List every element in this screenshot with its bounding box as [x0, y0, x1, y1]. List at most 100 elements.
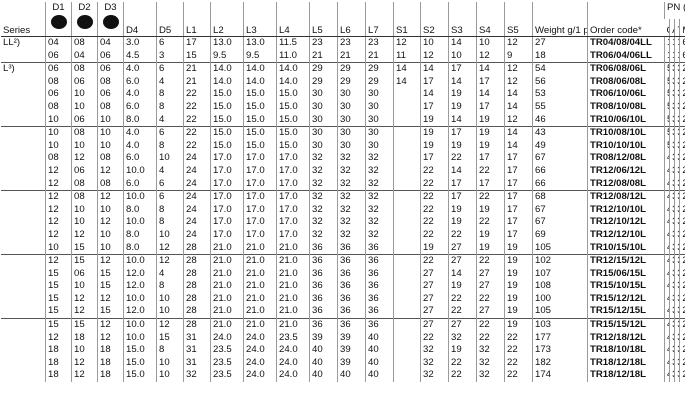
column-header: L7 — [365, 2, 394, 37]
cell: 400 — [663, 369, 670, 383]
column-header: D4 — [123, 2, 157, 37]
cell: 19 — [476, 139, 505, 153]
table-row: 08 10 08 6.0 8 22 15.0 15.0 15.0 30 30 30 17 19 17 14 55… — [1, 100, 685, 114]
cell: 400 — [663, 152, 670, 165]
cell — [393, 190, 421, 204]
cell: 17 — [476, 100, 505, 114]
cell: 04 — [45, 35, 72, 50]
cell: 32 — [337, 190, 366, 204]
cell: 08 — [97, 100, 124, 114]
cell: 103 — [532, 318, 588, 332]
cell: 400 — [663, 344, 670, 357]
cell: 32 — [337, 177, 366, 191]
cell: 22 — [183, 139, 211, 153]
series-cell — [1, 293, 46, 306]
cell: 63 — [679, 49, 685, 63]
cell: 17.0 — [276, 203, 310, 217]
cell: 30 — [309, 126, 338, 140]
cell: 14 — [393, 62, 421, 76]
cell: 200 — [679, 216, 685, 229]
cell: 12 — [71, 356, 98, 370]
cell: 32 — [365, 177, 394, 191]
cell: 102 — [532, 254, 588, 268]
cell: 14.0 — [243, 62, 277, 76]
cell: 17 — [448, 190, 477, 204]
cell: 32 — [337, 228, 366, 242]
cell: 36 — [365, 267, 394, 281]
cell: 10 — [71, 100, 98, 114]
cell: 17 — [504, 190, 533, 204]
cell: 315 — [669, 177, 675, 191]
cell: 21 — [183, 62, 211, 76]
table-row: L³) 06 08 06 4.0 6 21 14.0 14.0 14.0 29 29 29 14 14 17 1… — [1, 62, 685, 76]
cell: 10 — [45, 241, 72, 255]
cell: 105 — [532, 241, 588, 255]
cell: 30 — [365, 139, 394, 153]
cell: 15.0 — [210, 100, 244, 114]
cell: 8.0 — [123, 203, 157, 217]
cell: 200 — [679, 75, 685, 89]
cell: 32 — [420, 356, 449, 370]
cell: 22 — [448, 356, 477, 370]
cell: 200 — [679, 267, 685, 281]
cell: 315 — [669, 241, 675, 255]
cell: 24 — [183, 203, 211, 217]
cell: 6.0 — [123, 75, 157, 89]
cell: 36 — [309, 254, 338, 268]
table-row: 08 06 08 6.0 4 21 14.0 14.0 14.0 29 29 29 14 17 14 17 12… — [1, 75, 685, 89]
cell — [393, 177, 421, 191]
cell: 400 — [663, 241, 670, 255]
cell: 22 — [504, 369, 533, 383]
cell: 12 — [71, 292, 98, 306]
cell: 12 — [45, 177, 72, 191]
series-cell — [1, 114, 46, 127]
cell: 21.0 — [276, 254, 310, 268]
cell: 105 — [532, 305, 588, 319]
cell: 21 — [365, 49, 394, 63]
cell: 36 — [337, 254, 366, 268]
cell — [393, 100, 421, 114]
cell: 06 — [45, 88, 72, 101]
cell: 30 — [337, 139, 366, 153]
cell: 14 — [476, 88, 505, 101]
cell: 40 — [365, 356, 394, 370]
cell: 14 — [504, 100, 533, 114]
cell: 100 — [663, 35, 670, 50]
cell: 15 — [156, 331, 184, 345]
cell: 08 — [97, 177, 124, 191]
cell: 4.0 — [123, 88, 157, 101]
cell: 36 — [337, 292, 366, 306]
cell: 24.0 — [243, 331, 277, 345]
cell: 12 — [97, 190, 124, 204]
cell: 36 — [337, 318, 366, 332]
series-cell — [1, 357, 46, 370]
cell: 315 — [669, 62, 675, 76]
cell: 12 — [476, 49, 505, 63]
cell: 24 — [183, 164, 211, 178]
cell: 18 — [71, 331, 98, 345]
cell: 17.0 — [210, 152, 244, 165]
cell: 11.5 — [276, 35, 310, 50]
cell: 315 — [669, 216, 675, 229]
cell: 200 — [679, 356, 685, 370]
cell: 22 — [420, 164, 449, 178]
cell: 32 — [476, 344, 505, 357]
cell: 315 — [669, 152, 675, 165]
cell: 12 — [97, 254, 124, 268]
cell: 4.0 — [123, 126, 157, 140]
cell: 8 — [156, 203, 184, 217]
cell: 315 — [669, 88, 675, 101]
cell: 24 — [183, 228, 211, 242]
cell: 19 — [420, 139, 449, 153]
cell: 10.0 — [123, 164, 157, 178]
cell: 10 — [97, 228, 124, 242]
cell: 100 — [669, 35, 675, 50]
cell: 200 — [679, 164, 685, 178]
series-cell — [1, 344, 46, 357]
cell: 15 — [71, 254, 98, 268]
cell: 24.0 — [210, 331, 244, 345]
cell: 21.0 — [243, 254, 277, 268]
cell: 315 — [669, 164, 675, 178]
cell: 36 — [365, 241, 394, 255]
cell: 315 — [674, 280, 680, 293]
